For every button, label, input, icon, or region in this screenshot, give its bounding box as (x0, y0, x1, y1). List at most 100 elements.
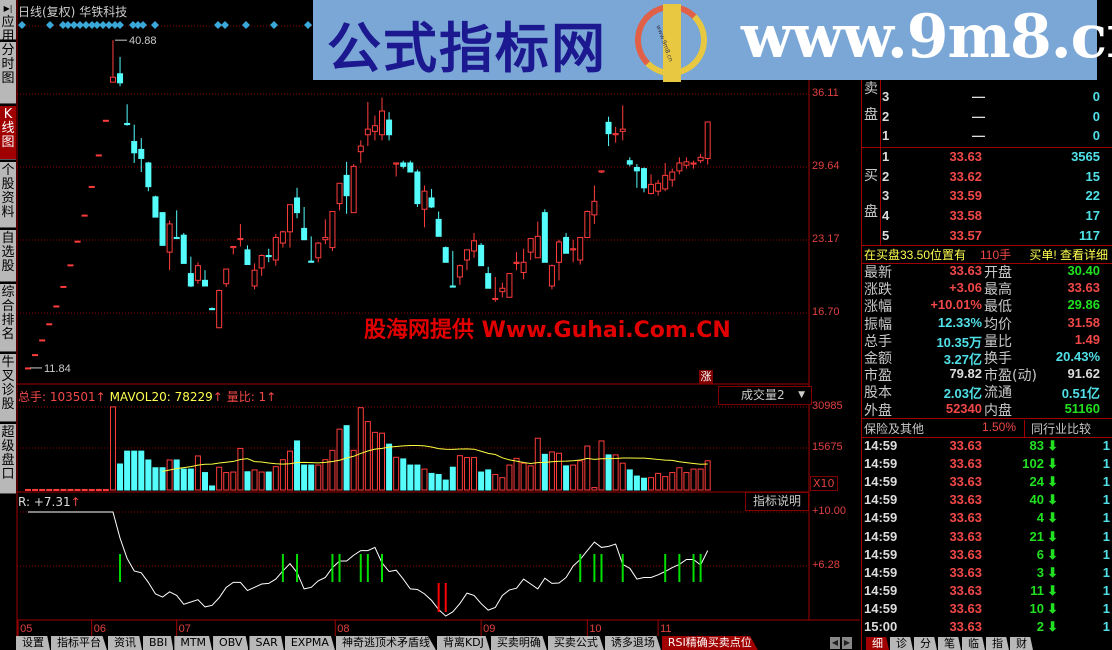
candle (364, 102, 371, 147)
chart-type-label: 日线(复权) (18, 5, 76, 19)
candle (223, 268, 230, 288)
tick-volume: 40 (1029, 492, 1044, 508)
buy-order-row: 5 33.57 117 (862, 228, 1112, 246)
quote-tab[interactable]: 财 (1010, 637, 1033, 650)
indicator-tab[interactable]: OBV (213, 636, 249, 650)
signal-diamond-icon (151, 21, 159, 29)
quote-tab[interactable]: 指 (986, 637, 1009, 650)
indicator-tab[interactable]: 设置 (16, 636, 50, 650)
divider (862, 263, 1112, 264)
indicator-tab[interactable]: EXPMA (284, 636, 335, 650)
volume-bar (527, 465, 534, 491)
side-label: 卖 (864, 81, 878, 97)
left-tab-6[interactable]: 牛叉诊股 (0, 354, 16, 422)
scroll-left-button[interactable]: ◀ (830, 637, 840, 649)
volume-bar (471, 457, 478, 491)
stat-row: 最新 33.63 开盘 30.40 (862, 263, 1112, 281)
stat-value: 51160 (1064, 400, 1100, 416)
candle (286, 204, 293, 248)
tick-row: 14:59 33.63 10 ⬇ 1 (862, 601, 1112, 619)
stat-value: 3.27亿 (943, 352, 982, 367)
candle (393, 162, 400, 177)
buy-side-label: 买盘 (862, 165, 1112, 220)
indicator-tab[interactable]: MTM (174, 636, 213, 650)
tick-price: 33.63 (949, 619, 982, 634)
tick-time: 14:59 (864, 492, 898, 508)
volume-bar (605, 454, 612, 491)
left-tab-4[interactable]: 自选股 (0, 230, 16, 282)
stat-value: 33.63 (949, 263, 982, 278)
candle (669, 168, 676, 187)
candle (492, 276, 499, 302)
indicator-tab[interactable]: 神奇逃顶术矛盾线 (335, 636, 436, 650)
kline-chart[interactable]: 40.88 11.84 05 06 07 08 09 10 11 (0, 0, 860, 636)
stat-row: 涨跌 +3.06 最高 33.63 (862, 280, 1112, 298)
volume-bar (67, 488, 74, 491)
left-tab-3[interactable]: 个股资料 (0, 162, 16, 228)
volume-bar (414, 464, 421, 491)
stat-label: 市盈(动) (984, 368, 1037, 385)
indicator-help-button[interactable]: 指标说明 (745, 492, 809, 511)
large-order-notice[interactable]: 在买盘33.50位置有 110手 买单! 查看详细 (862, 246, 1112, 264)
quote-tab[interactable]: 临 (962, 637, 985, 650)
indicator-tab[interactable]: RSI精确买卖点位 (661, 636, 758, 650)
candle (485, 266, 492, 289)
left-tab-2[interactable]: K线图 (0, 106, 16, 160)
candle (548, 264, 555, 290)
quote-tab[interactable]: 分 (914, 637, 937, 650)
indicator-tab[interactable]: 背离KDJ (436, 636, 490, 650)
volume-bar (485, 469, 492, 491)
volume-bar (124, 450, 131, 491)
stat-row: 金额 3.27亿 换手 20.43% (862, 349, 1112, 367)
indicator-tab[interactable]: 诱多退场 (604, 636, 661, 650)
left-tab-5[interactable]: 综合排名 (0, 284, 16, 352)
left-tab-1[interactable]: 分时图 (0, 42, 16, 104)
volume-bar (88, 488, 95, 491)
quote-tab[interactable]: 诊 (890, 637, 913, 650)
candle (676, 157, 683, 175)
volume-bar (308, 464, 315, 491)
volume-bar (53, 488, 60, 491)
volume-bar (612, 454, 619, 491)
stat-row: 总手 10.35万 量比 1.49 (862, 332, 1112, 350)
signal-diamond-icon (18, 21, 26, 29)
scroll-right-button[interactable]: ▶ (842, 637, 852, 649)
indicator-tab[interactable]: 资讯 (108, 636, 142, 650)
industry-compare-button[interactable]: 同行业比较 (1024, 420, 1091, 438)
stat-label: 总手 (864, 333, 892, 350)
left-tab-7[interactable]: 超级盘口 (0, 424, 16, 494)
quote-tab[interactable]: 笔 (938, 637, 961, 650)
candle (612, 126, 619, 143)
indicator-tab[interactable]: BBI (143, 636, 174, 650)
tick-price: 33.63 (949, 528, 982, 544)
watermark-banner: 公式指标网 www.9m8.cn www.9m8.cn (313, 0, 1112, 82)
tick-row: 14:59 33.63 83 ⬇ 1 (862, 438, 1112, 456)
signal-diamond-icon (105, 21, 113, 29)
quote-tab[interactable]: 细 (866, 637, 889, 650)
tick-volume: 24 (1029, 474, 1044, 490)
candle (414, 169, 421, 207)
price-axis-label: 36.11 (812, 87, 839, 99)
down-arrow-icon: ⬇ (1047, 619, 1058, 634)
up-arrow-icon: ↑ (95, 390, 106, 404)
indicator-tab[interactable]: 买卖公式 (547, 636, 604, 650)
indicator-tab[interactable]: SAR (249, 636, 284, 650)
candle (237, 223, 244, 247)
indicator-tab[interactable]: 指标平台 (51, 636, 107, 650)
signal-diamond-icon (46, 21, 54, 29)
tick-time: 14:59 (864, 546, 898, 562)
volume-bar (591, 487, 598, 491)
left-tab-0[interactable]: ▶| 应用 (0, 0, 16, 44)
rsi-header: R: +7.31↑ (18, 495, 81, 509)
stat-label: 量比 (984, 333, 1012, 350)
volume-ratio-label: 量比: 1 (226, 390, 267, 404)
industry-name: 保险及其他 (864, 422, 925, 436)
stat-value: 2.03亿 (943, 386, 982, 402)
order-level: 3 (882, 188, 890, 204)
candle (513, 252, 520, 271)
order-price: — (972, 108, 985, 124)
divider (862, 147, 1112, 148)
candle (67, 264, 74, 267)
indicator-tab[interactable]: 买卖明确 (490, 636, 547, 650)
volume-indicator-dropdown[interactable]: 成交量2 ▼ (718, 386, 812, 405)
